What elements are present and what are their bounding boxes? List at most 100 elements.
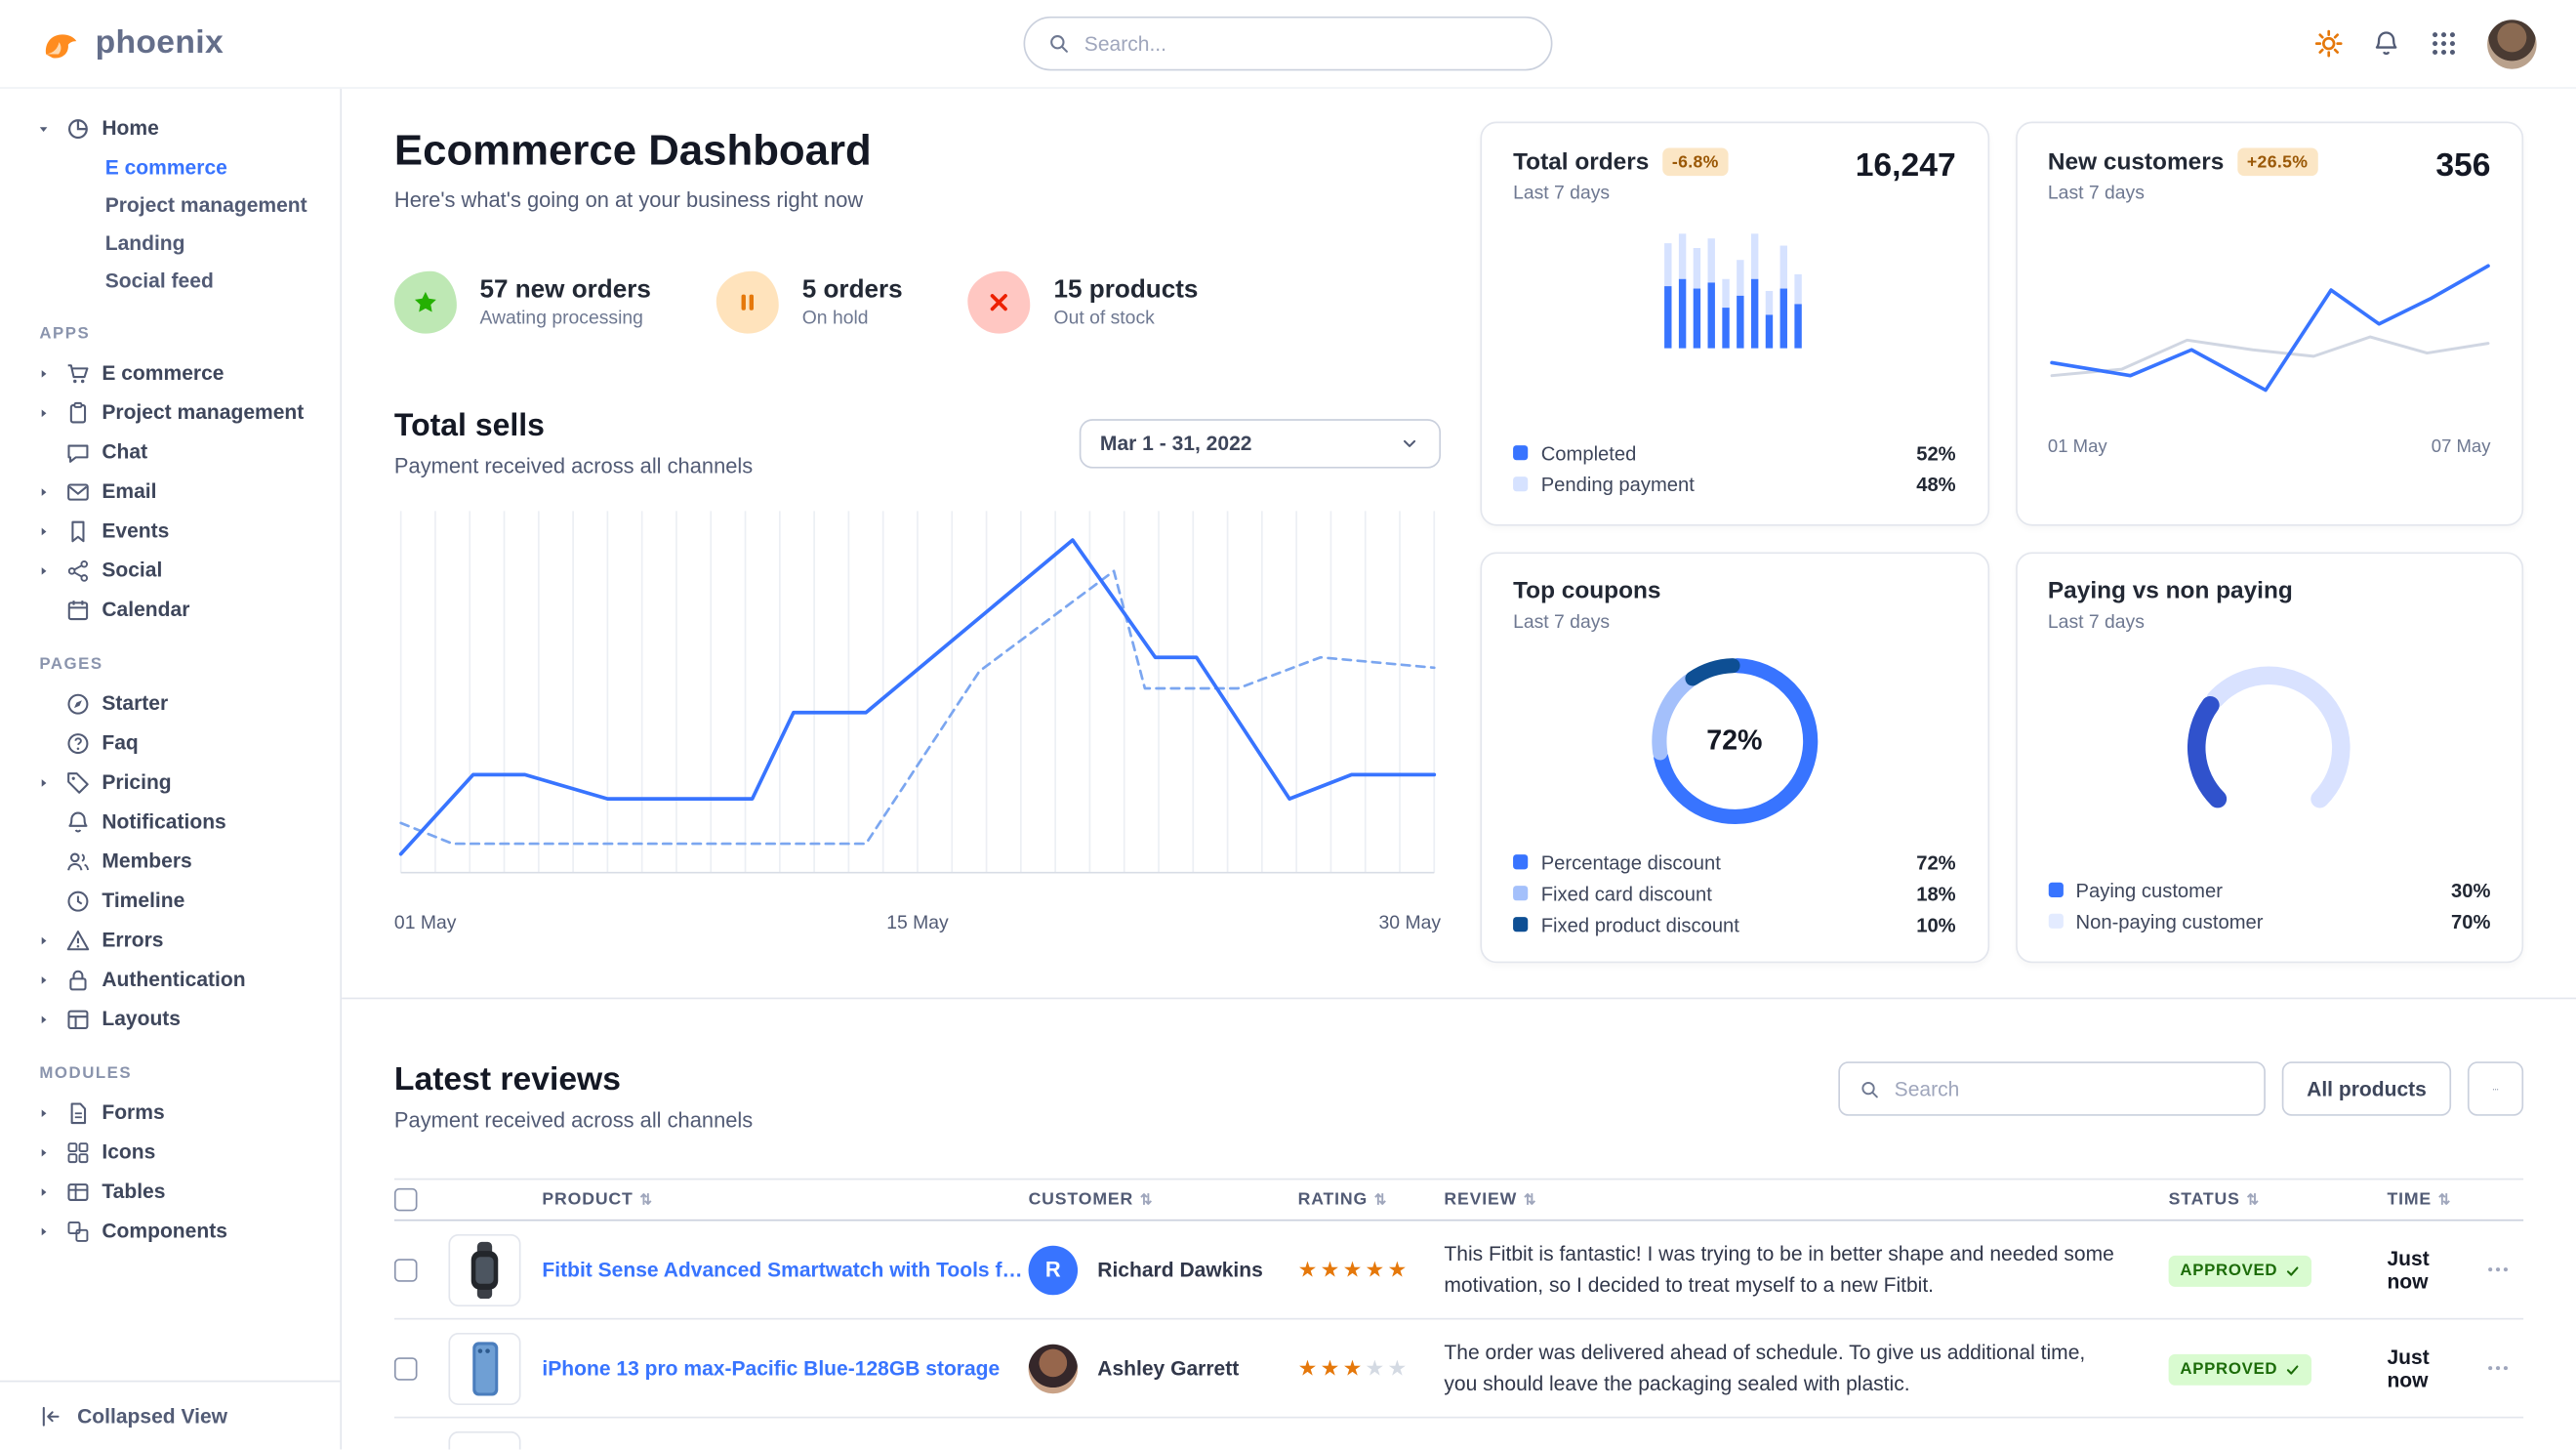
- time-text: Just now: [2387, 1345, 2430, 1391]
- sidebar-item-home[interactable]: Home: [0, 108, 340, 147]
- search-icon: [1860, 1079, 1879, 1098]
- topbar-actions: [2225, 19, 2537, 68]
- sidebar-item-events[interactable]: Events: [0, 511, 340, 550]
- sidebar-item-social[interactable]: Social: [0, 551, 340, 590]
- sidebar-item-notifications[interactable]: Notifications: [0, 802, 340, 841]
- sidebar-item-members[interactable]: Members: [0, 842, 340, 881]
- sidebar-item-label: Components: [102, 1219, 227, 1243]
- file-icon: [65, 1100, 90, 1125]
- checkbox[interactable]: [393, 1356, 418, 1380]
- sidebar-item-icons[interactable]: Icons: [0, 1133, 340, 1172]
- change-badge: +26.5%: [2236, 147, 2318, 177]
- status-badge: APPROVED: [2168, 1255, 2312, 1286]
- sidebar-item-starter[interactable]: Starter: [0, 684, 340, 723]
- column-header-product[interactable]: PRODUCT ⇅: [448, 1190, 1028, 1210]
- sidebar-item-layouts[interactable]: Layouts: [0, 999, 340, 1038]
- stats-row: 57 new orders Awating processing 5 orders O…: [393, 270, 1441, 334]
- change-badge: -6.8%: [1661, 147, 1729, 177]
- column-header-label: TIME: [2387, 1189, 2433, 1210]
- sidebar-item-social-feed[interactable]: Social feed: [0, 262, 340, 300]
- x-blob: [968, 270, 1031, 334]
- notifications-bell-icon[interactable]: [2372, 29, 2400, 58]
- stat-title: 15 products: [1053, 275, 1199, 305]
- sidebar-item-timeline[interactable]: Timeline: [0, 881, 340, 920]
- star-filled-icon: ★: [1342, 1256, 1366, 1281]
- column-header-customer[interactable]: CUSTOMER ⇅: [1029, 1190, 1298, 1210]
- sidebar-item-project-management[interactable]: Project management: [0, 186, 340, 224]
- reviews-search-input[interactable]: [1894, 1077, 2245, 1100]
- global-search-input[interactable]: [1084, 31, 1529, 56]
- all-products-button[interactable]: All products: [2281, 1061, 2452, 1116]
- top-coupons-card: Top coupons Last 7 days 72% Percentage d…: [1480, 552, 1989, 964]
- product-link[interactable]: Fitbit Sense Advanced Smartwatch with To…: [542, 1258, 1029, 1281]
- donut-center-value: 72%: [1706, 725, 1763, 757]
- dots-icon: [2485, 1356, 2510, 1381]
- caret-right-icon: [36, 601, 55, 619]
- new-customers-line-chart: [2049, 264, 2489, 393]
- caret-right-icon: [36, 733, 55, 752]
- users-icon: [65, 849, 90, 873]
- sidebar-item-forms[interactable]: Forms: [0, 1093, 340, 1132]
- column-header-rating[interactable]: RATING ⇅: [1298, 1190, 1445, 1210]
- row-actions-button[interactable]: [2473, 1356, 2523, 1381]
- theme-toggle-sun-icon[interactable]: [2314, 29, 2343, 58]
- sort-icon: ⇅: [639, 1190, 653, 1208]
- column-header-status[interactable]: STATUS ⇅: [2169, 1190, 2388, 1210]
- sidebar-item-faq[interactable]: Faq: [0, 724, 340, 763]
- new-customers-value: 356: [2435, 147, 2491, 185]
- stat-subtitle: Out of stock: [1053, 309, 1155, 329]
- stat-subtitle: Awating processing: [479, 309, 643, 329]
- product-cell: Fitbit Sense Advanced Smartwatch with To…: [448, 1233, 1029, 1306]
- status-badge-label: APPROVED: [2180, 1359, 2278, 1379]
- column-header-time[interactable]: TIME ⇅: [2387, 1190, 2473, 1210]
- sidebar-item-e-commerce[interactable]: E commerce: [0, 147, 340, 186]
- caret-right-icon: [36, 1010, 55, 1028]
- sidebar-item-label: Pricing: [102, 770, 172, 794]
- star-filled-icon: ★: [1365, 1256, 1388, 1281]
- select-all-checkbox[interactable]: [393, 1187, 449, 1212]
- sidebar-item-pricing[interactable]: Pricing: [0, 763, 340, 802]
- row-checkbox[interactable]: [393, 1258, 449, 1281]
- apps-grid-icon[interactable]: [2430, 29, 2458, 58]
- sidebar-item-errors[interactable]: Errors: [0, 921, 340, 960]
- sidebar-item-tables[interactable]: Tables: [0, 1172, 340, 1211]
- card-title: Total orders: [1513, 148, 1650, 176]
- phone-icon: [452, 1335, 517, 1400]
- reviews-more-button[interactable]: [2467, 1061, 2524, 1116]
- sidebar-item-email[interactable]: Email: [0, 472, 340, 511]
- column-header-review[interactable]: REVIEW ⇅: [1444, 1190, 2168, 1210]
- sidebar-item-label: Events: [102, 518, 170, 543]
- sidebar-section-title-pages: PAGES: [39, 655, 103, 675]
- total-orders-legend: Completed 52% Pending payment 48%: [1513, 437, 1956, 500]
- row-checkbox[interactable]: [393, 1356, 449, 1380]
- brand[interactable]: phoenix: [39, 22, 351, 65]
- x-label: 30 May: [1378, 913, 1442, 933]
- total-sells-line-chart: [398, 511, 1437, 874]
- reviews-search[interactable]: [1838, 1061, 2267, 1116]
- check-icon: [2286, 1263, 2301, 1277]
- checkbox[interactable]: [393, 1258, 418, 1281]
- product-link[interactable]: iPhone 13 pro max-Pacific Blue-128GB sto…: [542, 1356, 1001, 1380]
- checkbox[interactable]: [393, 1187, 418, 1212]
- sidebar-item-calendar[interactable]: Calendar: [0, 590, 340, 629]
- user-avatar[interactable]: [2487, 19, 2537, 68]
- sidebar-item-authentication[interactable]: Authentication: [0, 960, 340, 999]
- row-actions-button[interactable]: [2473, 1258, 2523, 1282]
- clipboard-icon: [65, 400, 90, 425]
- check-icon: [2286, 1361, 2301, 1376]
- caret-icon: [36, 1184, 51, 1199]
- sidebar-item-e-commerce[interactable]: E commerce: [0, 353, 340, 393]
- card-period: Last 7 days: [1513, 612, 1611, 633]
- sidebar-item-project-management[interactable]: Project management: [0, 393, 340, 432]
- product-cell: iPhone 13 pro max-Pacific Blue-128GB sto…: [448, 1332, 1028, 1405]
- sidebar-item-landing[interactable]: Landing: [0, 224, 340, 262]
- collapsed-view-button[interactable]: Collapsed View: [0, 1380, 341, 1450]
- date-range-select[interactable]: Mar 1 - 31, 2022: [1079, 419, 1442, 469]
- sidebar-item-chat[interactable]: Chat: [0, 433, 340, 472]
- caret-right-icon: [36, 443, 55, 462]
- global-search[interactable]: [1023, 16, 1553, 71]
- star-filled-icon: ★: [1320, 1354, 1343, 1380]
- legend-value: 48%: [1916, 472, 1956, 496]
- sidebar-item-components[interactable]: Components: [0, 1211, 340, 1250]
- page-subtitle: Here's what's going on at your business …: [393, 186, 864, 213]
